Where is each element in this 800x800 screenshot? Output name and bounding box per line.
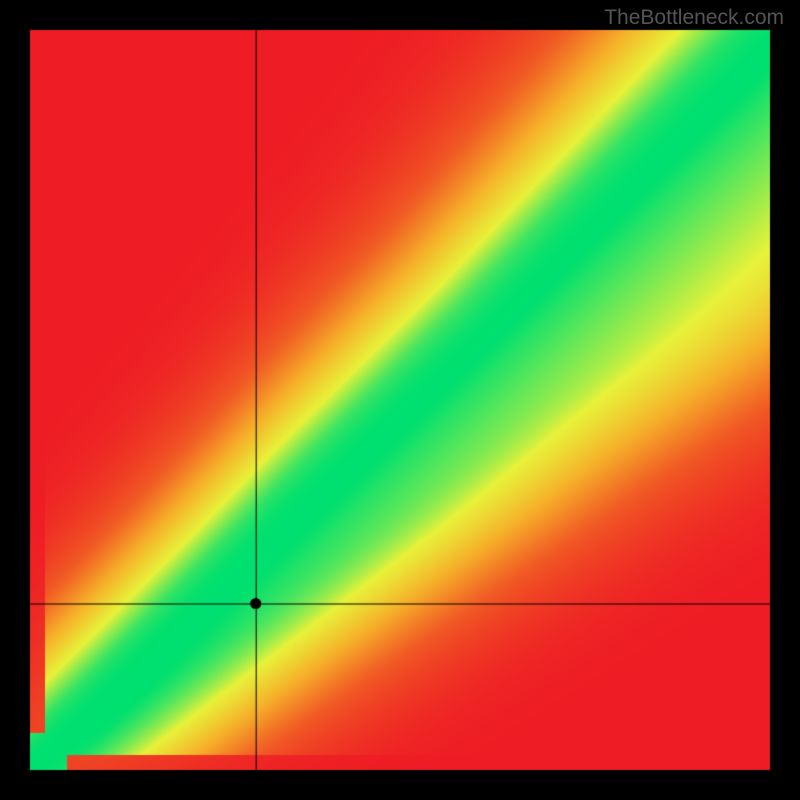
bottleneck-heatmap: [0, 0, 800, 800]
watermark-text: TheBottleneck.com: [604, 6, 784, 30]
chart-container: TheBottleneck.com: [0, 0, 800, 800]
